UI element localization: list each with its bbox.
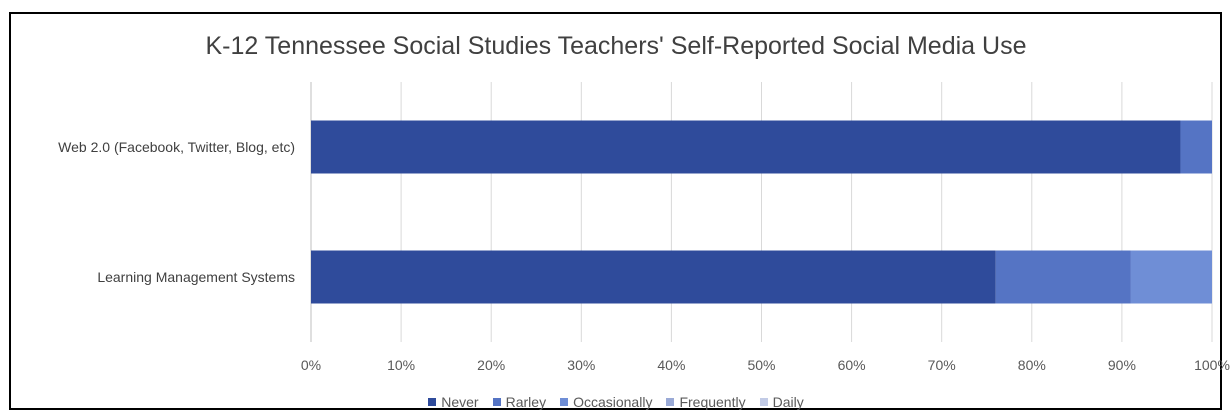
x-tick-label: 80% [1018, 357, 1046, 373]
legend-item: Frequently [666, 394, 746, 410]
legend-label: Rarley [505, 394, 547, 410]
legend-swatch [492, 398, 501, 407]
legend-item: Never [428, 394, 479, 410]
bar-segment-never [311, 250, 996, 304]
bar-segment-never [311, 120, 1181, 174]
legend-swatch [428, 398, 437, 407]
chart-legend: Never Rarley Occasionally Frequently Daily [0, 394, 1232, 410]
category-label: Learning Management Systems [97, 269, 295, 285]
legend-label: Occasionally [573, 394, 653, 410]
x-tick-label: 0% [301, 357, 321, 373]
x-tick-label: 50% [747, 357, 775, 373]
x-tick-label: 10% [387, 357, 415, 373]
legend-item: Daily [759, 394, 804, 410]
legend-label: Frequently [679, 394, 746, 410]
x-tick-label: 60% [838, 357, 866, 373]
bar-segment-occasionally [1130, 250, 1212, 304]
chart-title: K-12 Tennessee Social Studies Teachers' … [205, 32, 1027, 60]
legend-item: Occasionally [560, 394, 652, 410]
category-label: Web 2.0 (Facebook, Twitter, Blog, etc) [58, 139, 295, 155]
legend-swatch [759, 398, 768, 407]
x-tick-label: 30% [567, 357, 595, 373]
legend-label: Never [441, 394, 479, 410]
legend-swatch [560, 398, 569, 407]
x-tick-label: 20% [477, 357, 505, 373]
bar-segment-rarley [995, 250, 1131, 304]
bar-segment-rarley [1180, 120, 1212, 174]
legend-label: Daily [772, 394, 804, 410]
legend-swatch [666, 398, 675, 407]
legend-item: Rarley [492, 394, 547, 410]
x-tick-label: 70% [928, 357, 956, 373]
x-tick-label: 90% [1108, 357, 1136, 373]
x-tick-label: 100% [1194, 357, 1230, 373]
chart-frame [9, 12, 1222, 410]
x-tick-label: 40% [657, 357, 685, 373]
